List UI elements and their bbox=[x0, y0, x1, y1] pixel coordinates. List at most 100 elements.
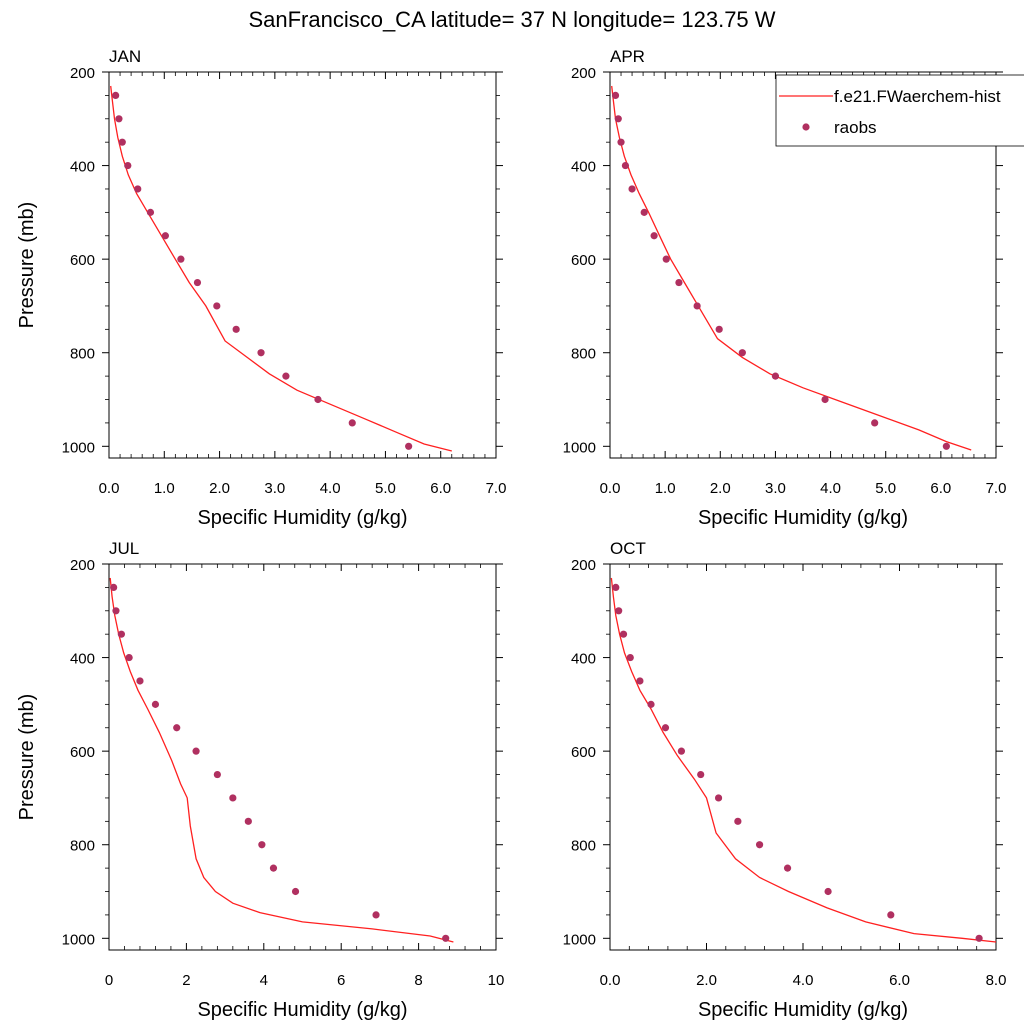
x-tick-label: 2.0 bbox=[209, 480, 230, 497]
obs-point bbox=[115, 115, 123, 123]
obs-point bbox=[871, 419, 879, 427]
obs-point bbox=[677, 747, 686, 755]
model-series-line bbox=[109, 577, 454, 943]
panel-title: JAN bbox=[109, 47, 141, 66]
obs-point bbox=[112, 91, 120, 99]
plot-frame bbox=[609, 563, 997, 951]
obs-point bbox=[783, 864, 792, 872]
y-tick-label: 800 bbox=[571, 346, 596, 363]
legend-box bbox=[775, 74, 1024, 147]
obs-point bbox=[615, 607, 623, 615]
x-tick-label: 4.0 bbox=[820, 480, 841, 497]
obs-point bbox=[258, 841, 266, 849]
y-tick-label: 200 bbox=[571, 65, 596, 82]
obs-point bbox=[291, 887, 300, 896]
obs-point bbox=[232, 325, 240, 333]
x-tick-label: 4.0 bbox=[320, 480, 341, 497]
obs-point bbox=[257, 349, 265, 357]
obs-point bbox=[771, 372, 780, 380]
obs-point bbox=[229, 794, 237, 802]
x-tick-label: 3.0 bbox=[765, 480, 786, 497]
x-tick-label: 5.0 bbox=[875, 480, 896, 497]
obs-point bbox=[626, 653, 634, 662]
y-tick-label: 200 bbox=[571, 557, 596, 574]
plot-frame bbox=[609, 71, 997, 459]
obs-point bbox=[650, 232, 658, 240]
obs-point bbox=[213, 302, 221, 310]
obs-point bbox=[124, 161, 132, 170]
y-tick-label: 800 bbox=[70, 838, 95, 855]
x-tick-label: 4 bbox=[260, 972, 268, 989]
panel-jan: JAN 0.0 1.0 2.0 3.0 4.0 5.0 6.0 7.0 200 400 600 800 1… bbox=[16, 47, 506, 529]
y-axis-label: Pressure (mb) bbox=[16, 202, 38, 329]
y-tick-label: 800 bbox=[571, 838, 596, 855]
obs-point bbox=[213, 770, 221, 779]
figure-title: SanFrancisco_CA latitude= 37 N longitude… bbox=[248, 7, 775, 32]
obs-point bbox=[372, 911, 380, 919]
obs-point bbox=[662, 255, 670, 263]
x-tick-label: 2.0 bbox=[696, 972, 717, 989]
obs-point bbox=[136, 677, 144, 685]
x-axis-label: Specific Humidity (g/kg) bbox=[197, 507, 407, 529]
obs-point bbox=[151, 700, 160, 708]
x-tick-label: 5.0 bbox=[375, 480, 396, 497]
panel-title: APR bbox=[610, 47, 645, 66]
panel-jul: JUL 0 2 4 6 8 10 200 400 600 800 1000 Specific Humid… bbox=[16, 539, 504, 1021]
obs-point bbox=[177, 255, 185, 263]
obs-point bbox=[697, 770, 705, 779]
obs-point bbox=[611, 91, 620, 99]
obs-point bbox=[118, 138, 126, 146]
x-tick-label: 6 bbox=[337, 972, 345, 989]
x-tick-label: 0 bbox=[105, 972, 113, 989]
obs-point bbox=[112, 607, 120, 615]
obs-point bbox=[647, 700, 655, 708]
obs-point bbox=[942, 442, 950, 450]
y-tick-label: 600 bbox=[571, 744, 596, 761]
legend-model-label: f.e21.FWaerchem-hist bbox=[834, 87, 1001, 106]
obs-point bbox=[738, 349, 746, 357]
x-tick-label: 3.0 bbox=[264, 480, 285, 497]
obs-point bbox=[675, 278, 683, 287]
obs-point bbox=[161, 232, 169, 240]
legend-obs-label: raobs bbox=[834, 118, 877, 137]
obs-point bbox=[282, 372, 290, 380]
obs-point bbox=[244, 817, 252, 825]
obs-point bbox=[193, 278, 202, 287]
obs-point bbox=[348, 419, 356, 427]
legend: f.e21.FWaerchem-hist raobs bbox=[775, 74, 1024, 147]
x-tick-label: 8.0 bbox=[986, 972, 1007, 989]
obs-point bbox=[715, 325, 723, 333]
y-axis-label: Pressure (mb) bbox=[16, 694, 38, 821]
obs-point bbox=[442, 934, 450, 942]
y-tick-label: 1000 bbox=[563, 439, 596, 456]
panel-title: JUL bbox=[109, 539, 139, 558]
obs-point bbox=[975, 934, 983, 942]
x-tick-label: 8 bbox=[414, 972, 422, 989]
legend-obs-marker bbox=[802, 123, 810, 131]
panel-oct: OCT 0.0 2.0 4.0 6.0 8.0 200 400 600 800 1000 Specif… bbox=[563, 539, 1007, 1021]
obs-point bbox=[146, 208, 155, 216]
y-tick-label: 1000 bbox=[62, 931, 95, 948]
x-tick-label: 6.0 bbox=[930, 480, 951, 497]
y-tick-label: 200 bbox=[70, 557, 95, 574]
obs-point bbox=[405, 442, 413, 450]
obs-point bbox=[755, 841, 764, 849]
obs-point bbox=[110, 583, 118, 591]
panel-title: OCT bbox=[610, 539, 646, 558]
y-tick-label: 800 bbox=[70, 346, 95, 363]
x-axis-label: Specific Humidity (g/kg) bbox=[698, 999, 908, 1021]
plot-frame bbox=[108, 71, 497, 459]
obs-point bbox=[617, 138, 625, 146]
y-tick-label: 400 bbox=[571, 651, 596, 668]
x-axis-label: Specific Humidity (g/kg) bbox=[698, 507, 908, 529]
panel-apr: APR 0.0 1.0 2.0 3.0 4.0 5.0 6.0 7.0 200 400 600 800 1… bbox=[563, 47, 1007, 529]
obs-point bbox=[619, 630, 628, 638]
y-tick-label: 1000 bbox=[563, 931, 596, 948]
obs-point bbox=[714, 794, 723, 802]
obs-point bbox=[640, 208, 648, 216]
obs-point bbox=[693, 302, 701, 310]
x-tick-label: 1.0 bbox=[655, 480, 676, 497]
x-tick-label: 10 bbox=[488, 972, 505, 989]
x-tick-label: 4.0 bbox=[793, 972, 814, 989]
obs-point bbox=[117, 630, 125, 638]
